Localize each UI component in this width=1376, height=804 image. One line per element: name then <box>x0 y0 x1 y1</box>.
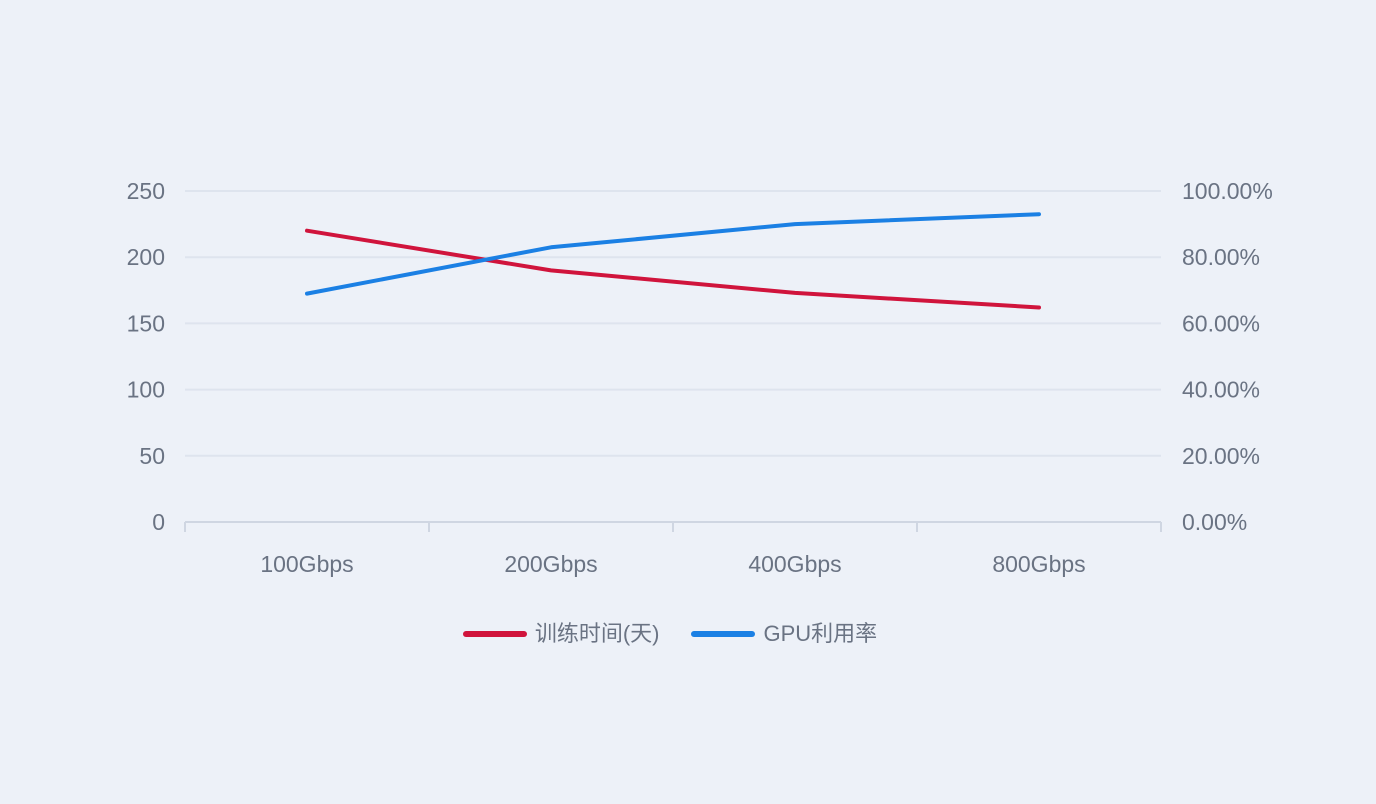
x-axis-category-label: 800Gbps <box>992 551 1085 577</box>
x-axis-category-label: 400Gbps <box>748 551 841 577</box>
right-axis-tick-label: 40.00% <box>1182 377 1260 403</box>
gpu-utilization-line[interactable] <box>305 212 1041 296</box>
left-axis-tick-label: 50 <box>139 443 165 469</box>
legend-item-training-time-days[interactable]: 训练时间(天) <box>462 621 660 647</box>
right-axis-tick-label: 0.00% <box>1182 509 1247 535</box>
right-axis-tick-label: 60.00% <box>1182 310 1260 336</box>
legend-line-icon <box>691 631 756 638</box>
right-axis-tick-label: 20.00% <box>1182 443 1260 469</box>
right-axis-tick-label: 100.00% <box>1182 178 1273 204</box>
left-axis-tick-label: 100 <box>127 377 165 403</box>
training-time-days-line[interactable] <box>305 228 1041 310</box>
left-axis-tick-label: 150 <box>127 310 165 336</box>
legend-line-icon <box>462 631 527 638</box>
x-axis-category-label: 200Gbps <box>504 551 597 577</box>
legend-item-gpu-utilization[interactable]: GPU利用率 <box>691 621 877 647</box>
legend: 训练时间(天) GPU利用率 <box>0 621 1340 647</box>
left-axis-tick-label: 0 <box>152 509 165 535</box>
right-axis-tick-label: 80.00% <box>1182 244 1260 270</box>
x-axis-category-label: 100Gbps <box>260 551 353 577</box>
legend-label: GPU利用率 <box>763 621 878 646</box>
legend-label: 训练时间(天) <box>534 621 660 646</box>
left-axis-tick-label: 200 <box>127 244 165 270</box>
left-axis-tick-label: 250 <box>127 178 165 204</box>
